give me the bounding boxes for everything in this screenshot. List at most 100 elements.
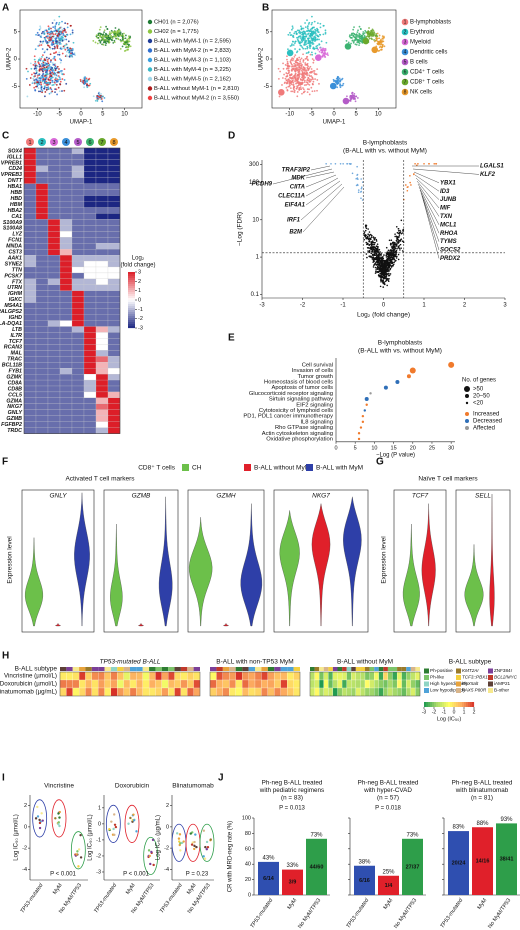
violin: [421, 503, 436, 627]
cell-dot: [314, 52, 317, 55]
ic50-cell: [78, 671, 86, 681]
chart-title: Ph-neg B-ALL treated: [262, 780, 323, 787]
legend-entry: Ph-like: [430, 675, 444, 680]
cell-dot: [336, 82, 339, 85]
x-tick-label: 25: [429, 445, 435, 451]
ic50-cell: [378, 687, 384, 697]
ic50-cell: [309, 679, 315, 689]
heat-cell: [71, 350, 85, 357]
gene-dot: [373, 239, 376, 241]
ic50-cell: [155, 671, 162, 681]
y-axis-label: Log IC₅₀ (µmol/L): [88, 814, 94, 860]
cluster-badge: [50, 138, 58, 146]
group-header: TP53-mutated B-ALL: [99, 659, 160, 666]
cell-dot: [54, 83, 57, 85]
cell-dot: [59, 70, 62, 72]
gene-dot: [378, 275, 381, 278]
cell-dot: [99, 98, 102, 100]
subtype-cell: [369, 667, 375, 671]
cell-dot: [306, 26, 309, 28]
cell-dot: [301, 79, 304, 82]
heat-cell: [107, 427, 121, 434]
gene-dot: [392, 245, 394, 247]
gene-dot: [375, 238, 378, 241]
cell-dot: [67, 40, 70, 43]
gene-dot: [389, 257, 391, 259]
violin: [279, 510, 300, 627]
gene-dot: [367, 233, 369, 236]
cell-dot: [316, 22, 319, 25]
ic50-dot: [205, 848, 208, 851]
cell-dot: [294, 75, 296, 77]
cell-dot: [61, 28, 64, 31]
heat-cell: [47, 225, 61, 232]
ic50-cell: [261, 687, 268, 697]
heat-cell: [107, 278, 121, 285]
gene-dot: [360, 178, 362, 180]
heat-cell: [23, 368, 37, 375]
heat-cell: [47, 165, 61, 172]
heat-cell: [83, 338, 97, 345]
heat-cell: [59, 427, 73, 434]
ic50-dot: [38, 821, 42, 825]
gene-dot: [395, 235, 398, 238]
ic50-cell: [364, 679, 370, 689]
cell-dot: [58, 43, 61, 45]
cell-dot: [59, 38, 62, 40]
cell-dot: [286, 62, 289, 65]
legend-entry: Erythroid: [410, 30, 434, 36]
subtype-cell: [293, 667, 300, 671]
cell-dot: [381, 35, 384, 38]
cell-dot: [349, 34, 351, 36]
ic50-cell: [155, 687, 162, 697]
cell-dot: [299, 67, 301, 69]
cell-dot: [48, 81, 50, 84]
heat-cell: [95, 213, 109, 220]
cell-dot: [56, 65, 59, 68]
ic50-dot: [150, 850, 153, 854]
legend-swatch: [147, 67, 153, 72]
cell-dot: [60, 72, 63, 74]
ic50-cell: [337, 671, 343, 681]
ic50-dot: [38, 818, 41, 822]
ic50-cell: [174, 679, 182, 689]
cell-dot: [324, 29, 327, 32]
heat-cell: [59, 159, 73, 166]
cell-dot: [41, 42, 44, 45]
gene-dot: [410, 184, 412, 186]
gene-dot: [395, 245, 397, 248]
ic50-dot: [58, 816, 61, 819]
gene-dot: [370, 255, 372, 258]
cell-dot: [304, 26, 307, 28]
colorbar-step: [444, 702, 447, 707]
cell-dot: [299, 37, 302, 39]
ic50-dot: [135, 830, 138, 833]
gene-dot: [380, 253, 383, 255]
pathway-dot: [383, 385, 388, 390]
ic50-cell: [369, 687, 375, 697]
cell-dot: [293, 89, 296, 92]
cell-dot: [48, 92, 51, 95]
cell-dot: [108, 41, 111, 44]
cell-dot: [59, 83, 62, 86]
cell-dot: [53, 52, 55, 55]
heat-cell: [71, 338, 85, 345]
heat-cell: [95, 356, 109, 363]
subtype-cell: [323, 667, 329, 671]
cell-dot: [300, 66, 303, 68]
gene-dot: [399, 243, 402, 246]
heat-cell: [23, 415, 37, 422]
heat-cell: [71, 177, 85, 184]
ic50-cell: [248, 687, 256, 697]
violin: [55, 622, 61, 627]
gene-dot: [383, 281, 386, 283]
cell-dot: [70, 24, 72, 27]
heat-cell: [23, 183, 37, 190]
cluster-label: 3: [52, 140, 55, 146]
cell-dot: [311, 76, 314, 79]
heat-cell: [23, 308, 37, 315]
cell-dot: [46, 75, 48, 78]
gene-label: TTN: [12, 267, 22, 273]
cell-dot: [55, 81, 58, 83]
value-label: 73%: [310, 832, 323, 838]
